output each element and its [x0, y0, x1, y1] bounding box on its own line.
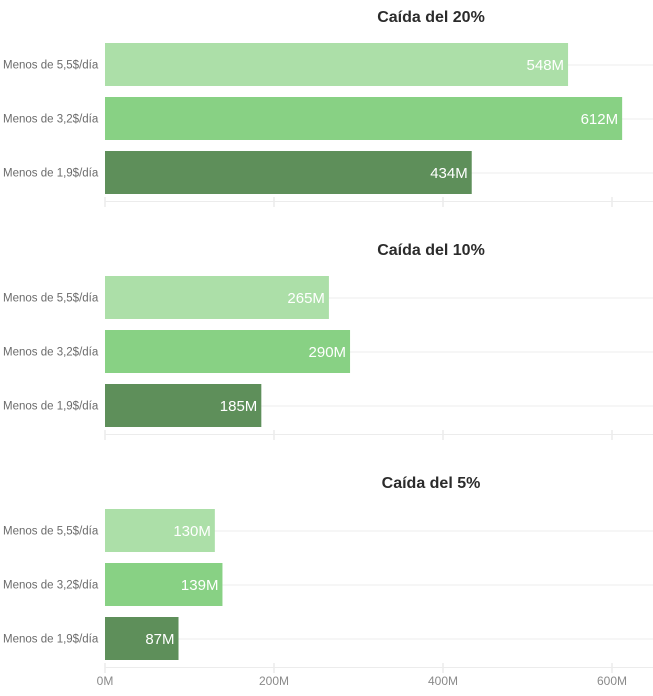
value-label: 87M: [145, 631, 174, 648]
panel-title: Caída del 5%: [382, 475, 481, 492]
x-tick-label: 0M: [97, 674, 114, 688]
category-label: Menos de 1,9$/día: [3, 401, 99, 413]
value-label: 612M: [581, 111, 619, 128]
bar: [105, 43, 568, 86]
x-tick-label: 200M: [259, 674, 289, 688]
value-label: 139M: [181, 577, 219, 594]
category-label: Menos de 5,5$/día: [3, 293, 99, 305]
panel-title: Caída del 20%: [377, 9, 485, 26]
value-label: 548M: [527, 57, 565, 74]
x-tick-label: 600M: [597, 674, 627, 688]
category-label: Menos de 3,2$/día: [3, 580, 99, 592]
bar: [105, 151, 472, 194]
value-label: 265M: [287, 290, 325, 307]
x-tick-label: 400M: [428, 674, 458, 688]
category-label: Menos de 1,9$/día: [3, 634, 99, 646]
value-label: 290M: [309, 344, 347, 361]
category-label: Menos de 1,9$/día: [3, 168, 99, 180]
category-label: Menos de 3,2$/día: [3, 347, 99, 359]
panel-title: Caída del 10%: [377, 242, 485, 259]
value-label: 434M: [430, 165, 468, 182]
category-label: Menos de 5,5$/día: [3, 526, 99, 538]
value-label: 130M: [173, 523, 211, 540]
bar: [105, 97, 622, 140]
chart: Caída del 20% Menos de 5,5$/día 548M Menos …: [0, 0, 653, 696]
category-label: Menos de 3,2$/día: [3, 114, 99, 126]
value-label: 185M: [220, 398, 258, 415]
category-label: Menos de 5,5$/día: [3, 60, 99, 72]
